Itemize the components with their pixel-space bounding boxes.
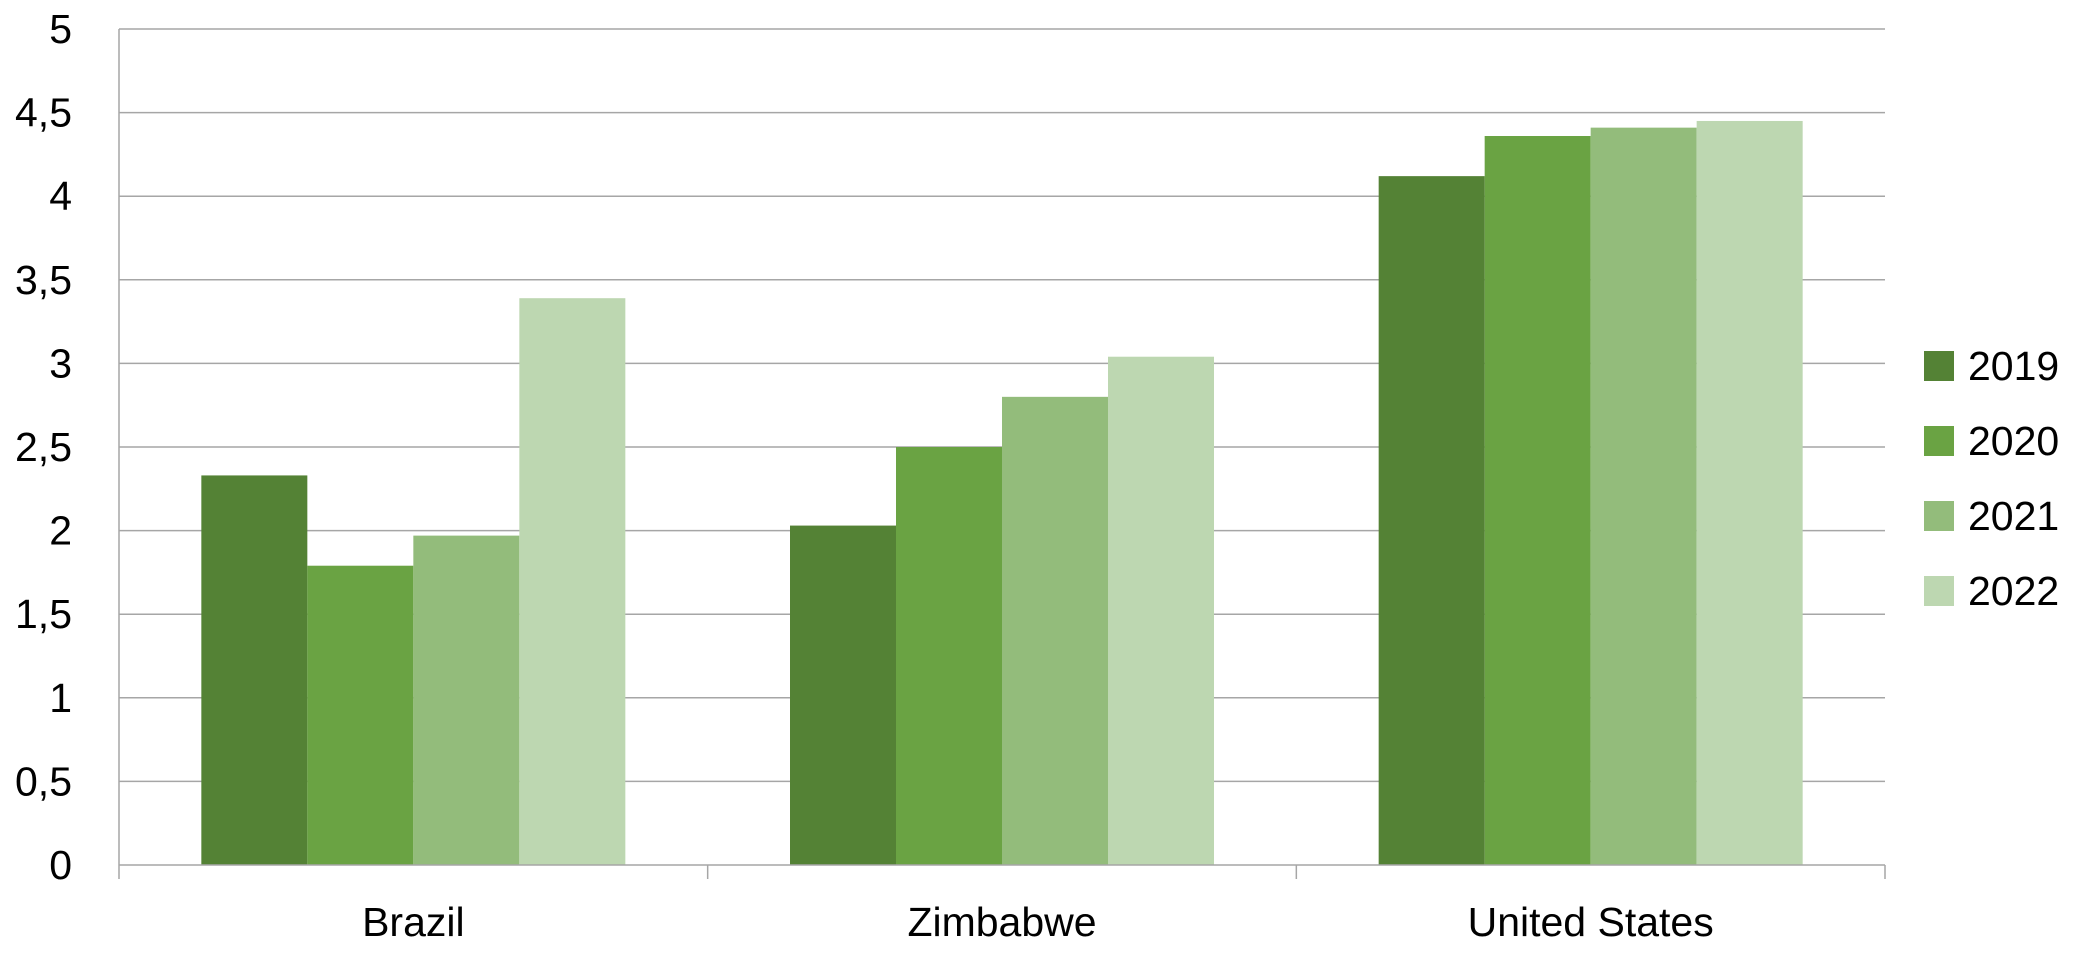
bar-2022-brazil: [519, 298, 626, 865]
legend-label: 2022: [1968, 568, 2059, 614]
legend-swatch-2020: [1924, 426, 1954, 456]
y-tick-label: 1,5: [15, 591, 72, 637]
y-tick-labels: 0 0,5 1 1,5 2 2,5 3 3,5 4 4,5 5: [15, 6, 72, 888]
legend-label: 2021: [1968, 493, 2059, 539]
y-tick-label: 1: [49, 675, 72, 721]
y-tick-label: 2: [49, 508, 72, 554]
bar-2021-united-states: [1590, 127, 1697, 865]
bar-2021-zimbabwe: [1002, 396, 1108, 865]
y-tick-label: 4: [49, 173, 72, 219]
legend-swatch-2022: [1924, 576, 1954, 606]
x-category-label: United States: [1468, 899, 1714, 945]
bar-2020-zimbabwe: [896, 447, 1002, 865]
bar-2019-brazil: [201, 475, 308, 865]
legend-label: 2020: [1968, 418, 2059, 464]
bar-2019-zimbabwe: [790, 525, 896, 865]
y-tick-label: 0: [49, 842, 72, 888]
axes: [118, 29, 1886, 879]
y-tick-label: 0,5: [15, 758, 72, 804]
bar-2020-united-states: [1484, 136, 1591, 865]
bar-2022-united-states: [1696, 120, 1803, 865]
legend-label: 2019: [1968, 343, 2059, 389]
y-tick-label: 2,5: [15, 424, 72, 470]
y-tick-label: 5: [49, 6, 72, 52]
x-category-labels: Brazil Zimbabwe United States: [362, 899, 1714, 945]
x-category-label: Brazil: [362, 899, 465, 945]
legend-swatch-2021: [1924, 501, 1954, 531]
bars: [201, 120, 1803, 866]
legend-swatch-2019: [1924, 351, 1954, 381]
bar-2021-brazil: [413, 535, 520, 865]
legend: 2019 2020 2021 2022: [1924, 343, 2059, 614]
x-category-label: Zimbabwe: [907, 899, 1096, 945]
bar-2020-brazil: [307, 565, 414, 865]
y-tick-label: 3,5: [15, 257, 72, 303]
y-tick-label: 3: [49, 340, 72, 386]
y-tick-label: 4,5: [15, 90, 72, 136]
bar-2022-zimbabwe: [1108, 356, 1214, 865]
bar-2019-united-states: [1378, 176, 1485, 866]
